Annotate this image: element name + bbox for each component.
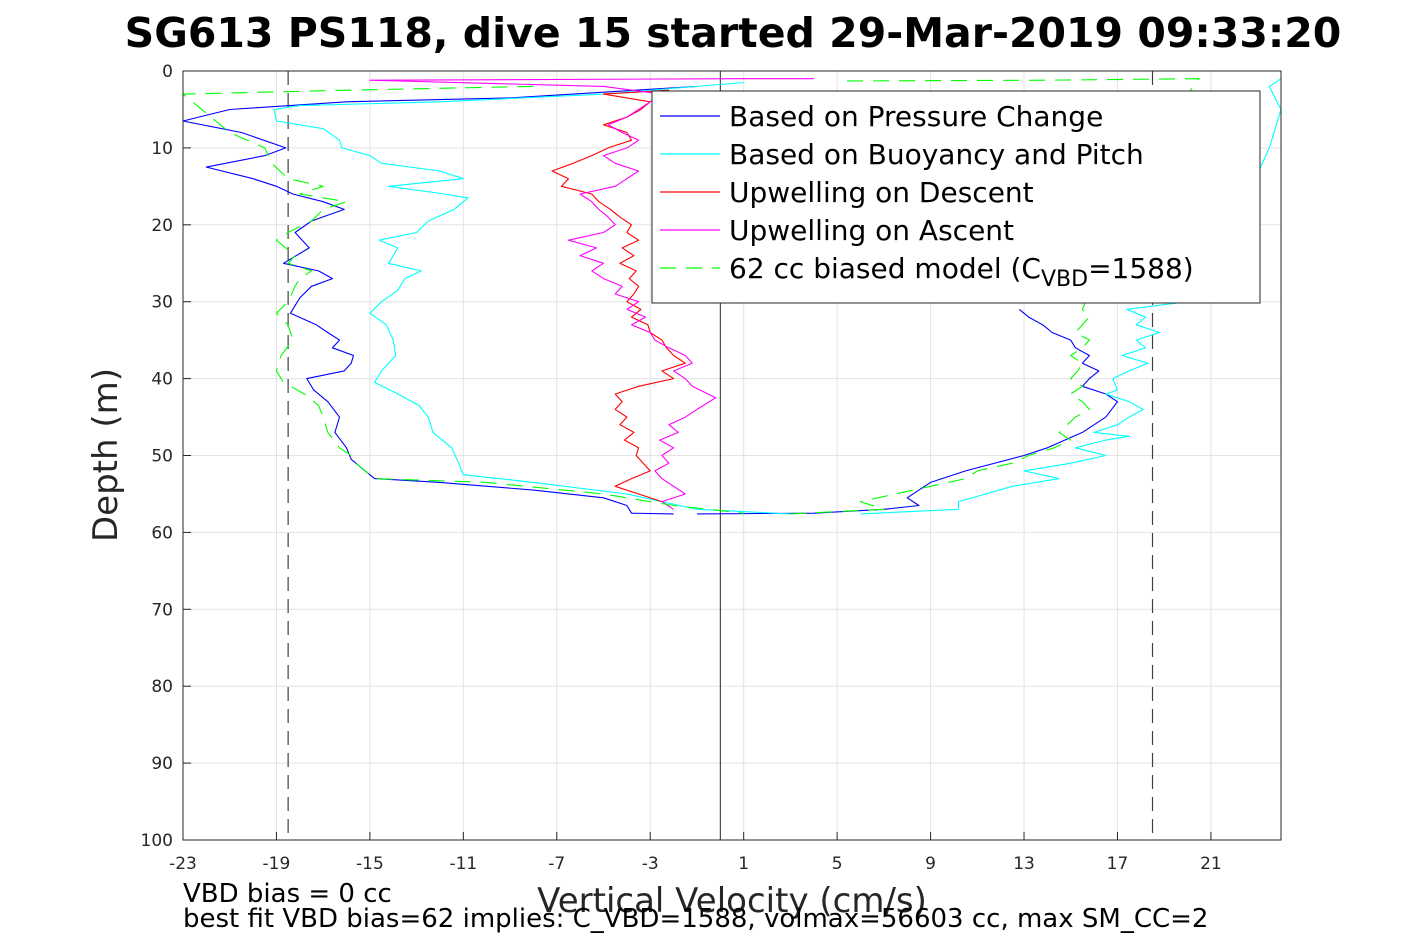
y-tick-label: 100 — [141, 831, 173, 851]
x-tick-label: -11 — [449, 854, 477, 874]
x-tick-label: 5 — [832, 854, 843, 874]
x-tick-label: -15 — [356, 854, 384, 874]
x-tick-label: 9 — [925, 854, 936, 874]
x-tick-label: 1 — [738, 854, 749, 874]
x-axis-label: Vertical Velocity (cm/s) — [537, 881, 927, 921]
series-3-ascent-line — [369, 78, 814, 510]
chart-title: SG613 PS118, dive 15 started 29-Mar-2019… — [125, 9, 1342, 57]
footer-line-1: VBD bias = 0 cc — [183, 879, 392, 909]
series-2-descent-line — [551, 89, 686, 503]
x-tick-label: -3 — [642, 854, 659, 874]
y-tick-label: 10 — [151, 139, 173, 159]
y-tick-labels: 0 10 20 30 40 50 60 70 80 90 100 — [141, 62, 173, 851]
legend-label: Upwelling on Descent — [729, 176, 1034, 209]
y-tick-label: 40 — [151, 370, 173, 390]
footer-line-2: best fit VBD bias=62 implies: C_VBD=1588… — [183, 904, 1208, 934]
y-tick-label: 20 — [151, 216, 173, 236]
x-tick-label: 17 — [1107, 854, 1129, 874]
axes-box — [182, 70, 1282, 841]
y-tick-label: 80 — [151, 677, 173, 697]
y-tick-label: 50 — [151, 447, 173, 467]
y-tick-label: 70 — [151, 600, 173, 620]
y-tick-label: 30 — [151, 293, 173, 313]
x-tick-label: -23 — [169, 854, 197, 874]
y-tick-label: 60 — [151, 523, 173, 543]
series-0-ascent-line — [696, 308, 1119, 515]
x-tick-label: -19 — [263, 854, 291, 874]
legend-label: Upwelling on Ascent — [729, 214, 1014, 247]
series-1-descent-line — [273, 81, 791, 515]
series-1-ascent-line — [860, 78, 1282, 515]
series-4-descent-line — [182, 85, 744, 514]
y-tick-label: 90 — [151, 754, 173, 774]
y-tick-label: 0 — [162, 62, 173, 82]
legend-label: 62 cc biased model (CVBD=1588) — [729, 252, 1194, 292]
legend: Based on Pressure Change Based on Buoyanc… — [651, 90, 1261, 304]
x-tick-label: -7 — [548, 854, 565, 874]
x-tick-label: 21 — [1200, 854, 1222, 874]
x-tick-labels: -23 -19 -15 -11 -7 -3 1 5 9 13 17 21 — [169, 854, 1222, 874]
legend-box — [651, 90, 1261, 304]
y-axis-label: Depth (m) — [86, 368, 126, 542]
legend-label: Based on Pressure Change — [729, 100, 1103, 133]
legend-label: Based on Buoyancy and Pitch — [729, 138, 1144, 171]
x-tick-label: 13 — [1013, 854, 1035, 874]
